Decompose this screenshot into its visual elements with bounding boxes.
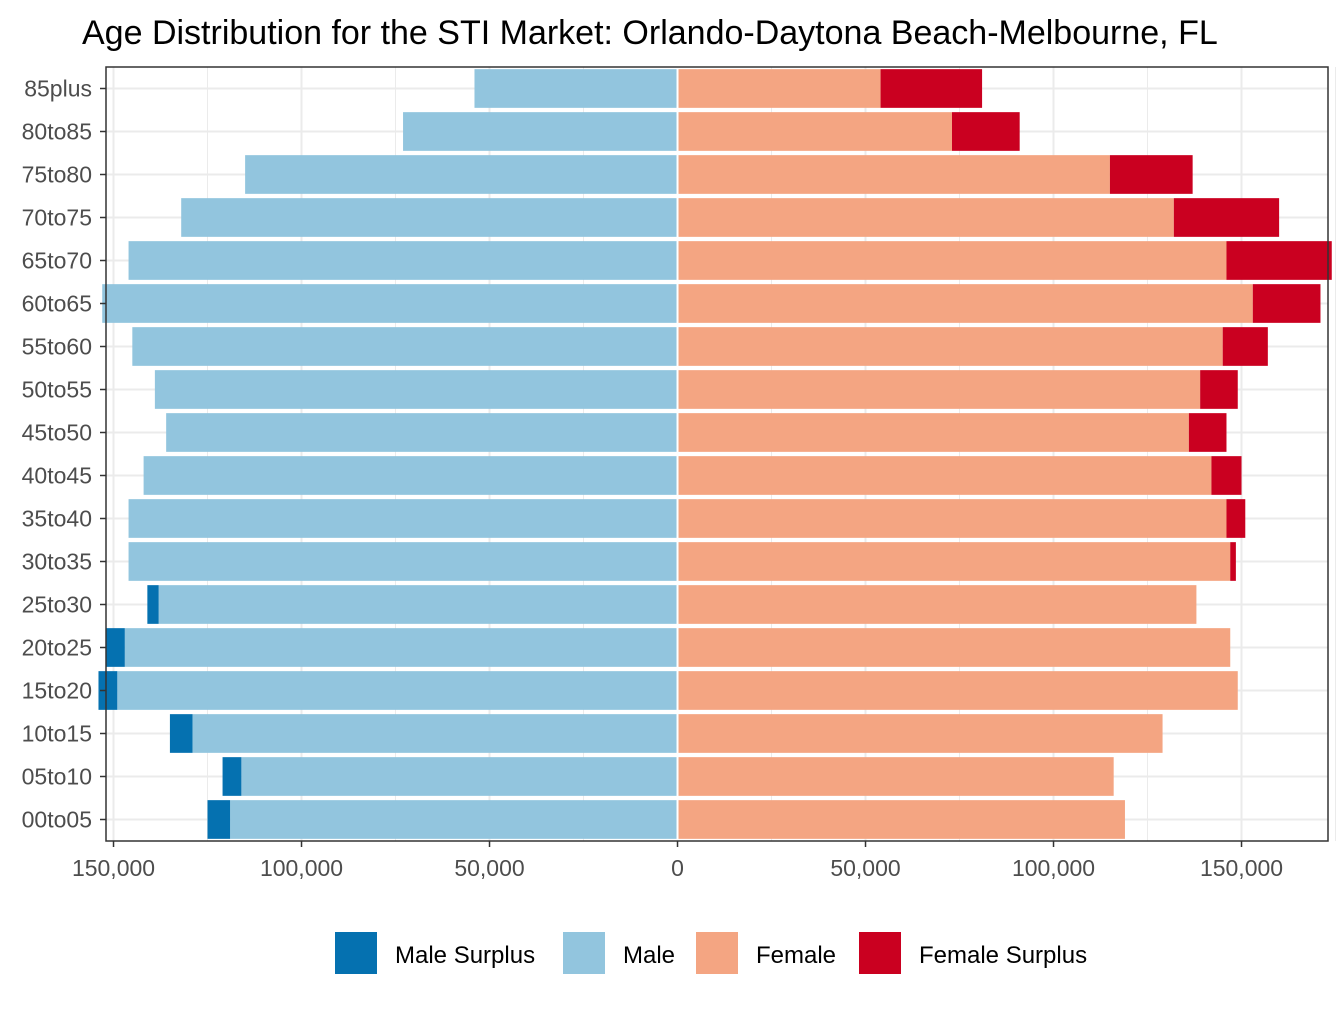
bar-female-40to45: [677, 456, 1212, 495]
y-tick-label-10to15: 10to15: [22, 721, 92, 747]
bar-male-surplus-10to15: [169, 714, 193, 753]
bar-female-surplus-40to45: [1211, 456, 1242, 495]
y-tick-label-50to55: 50to55: [22, 377, 92, 403]
bar-female-50to55: [677, 370, 1201, 409]
plot-panel: [106, 67, 1328, 841]
bar-female-surplus-45to50: [1188, 413, 1227, 452]
x-tick-label: 0: [671, 855, 684, 881]
bar-male-surplus-00to05: [207, 800, 231, 839]
bar-male-70to75: [181, 198, 678, 237]
bar-male-25to30: [158, 585, 678, 624]
x-axis: 150,000 100,000 50,000 0 50,000 100,000 150,00…: [72, 841, 1283, 881]
bar-male-60to65: [102, 284, 678, 323]
y-tick-label-85plus: 85plus: [24, 76, 92, 102]
bar-female-80to85: [677, 112, 952, 151]
y-tick-label-05to10: 05to10: [22, 764, 92, 790]
y-tick-label-75to80: 75to80: [22, 162, 92, 188]
legend-key-female-surplus: [859, 932, 901, 974]
legend-key-male-surplus: [335, 932, 377, 974]
y-tick-label-80to85: 80to85: [22, 119, 92, 145]
y-tick-label-45to50: 45to50: [22, 420, 92, 446]
bar-female-85plus: [677, 69, 881, 108]
y-tick-label-55to60: 55to60: [22, 334, 92, 360]
y-tick-label-30to35: 30to35: [22, 549, 92, 575]
y-tick-label-25to30: 25to30: [22, 592, 92, 618]
bar-female-surplus-30to35: [1230, 542, 1236, 581]
bar-female-surplus-60to65: [1252, 284, 1321, 323]
panel-border: [105, 66, 1329, 842]
y-axis: 00to05 05to10 10to15 15to20 20to25 25to30 30to…: [22, 76, 106, 833]
y-tick-label-70to75: 70to75: [22, 205, 92, 231]
bar-female-surplus-50to55: [1200, 370, 1238, 409]
bar-male-50to55: [154, 370, 678, 409]
bar-male-65to70: [128, 241, 678, 280]
bars: [98, 67, 1332, 841]
bar-male-75to80: [245, 155, 678, 194]
bar-female-surplus-35to40: [1226, 499, 1246, 538]
y-tick-label-00to05: 00to05: [22, 807, 92, 833]
y-tick-label-15to20: 15to20: [22, 678, 92, 704]
bar-male-40to45: [143, 456, 678, 495]
legend-label-female-surplus: Female Surplus: [919, 942, 1087, 969]
bar-female-00to05: [677, 800, 1125, 839]
bar-female-10to15: [677, 714, 1163, 753]
bar-male-85plus: [474, 69, 678, 108]
x-tick-label: 100,000: [260, 855, 343, 881]
legend-label-female: Female: [756, 942, 836, 969]
x-tick-label: 100,000: [1012, 855, 1095, 881]
legend: Male Surplus Male Female Female Surplus: [335, 932, 1087, 974]
bar-female-35to40: [677, 499, 1227, 538]
bar-female-05to10: [677, 757, 1114, 796]
panel-border-rect: [105, 66, 1329, 842]
bar-female-surplus-65to70: [1226, 241, 1332, 280]
bar-male-surplus-15to20: [98, 671, 118, 710]
y-tick-label-20to25: 20to25: [22, 635, 92, 661]
bar-female-75to80: [677, 155, 1110, 194]
bar-female-surplus-75to80: [1109, 155, 1193, 194]
y-tick-label-60to65: 60to65: [22, 291, 92, 317]
bar-female-surplus-70to75: [1173, 198, 1280, 237]
bar-female-surplus-85plus: [880, 69, 983, 108]
bar-male-15to20: [117, 671, 678, 710]
bar-female-surplus-55to60: [1222, 327, 1268, 366]
x-tick-label: 150,000: [1200, 855, 1283, 881]
y-tick-label-40to45: 40to45: [22, 463, 92, 489]
bar-female-25to30: [677, 585, 1197, 624]
chart-title: Age Distribution for the STI Market: Orl…: [82, 14, 1218, 52]
bar-female-surplus-80to85: [952, 112, 1020, 151]
bar-female-30to35: [677, 542, 1231, 581]
bar-female-65to70: [677, 241, 1227, 280]
y-tick-label-65to70: 65to70: [22, 248, 92, 274]
bar-female-15to20: [677, 671, 1238, 710]
plot-background: [106, 67, 1328, 841]
x-tick-label: 50,000: [830, 855, 900, 881]
bar-male-surplus-20to25: [106, 628, 125, 667]
y-tick-label-35to40: 35to40: [22, 506, 92, 532]
x-tick-label: 150,000: [72, 855, 155, 881]
legend-key-female: [696, 932, 738, 974]
bar-female-60to65: [677, 284, 1253, 323]
bar-male-30to35: [128, 542, 678, 581]
bar-female-55to60: [677, 327, 1223, 366]
legend-key-male: [563, 932, 605, 974]
bar-male-20to25: [124, 628, 678, 667]
bar-female-70to75: [677, 198, 1174, 237]
bar-male-10to15: [192, 714, 678, 753]
legend-label-male: Male: [623, 942, 675, 969]
bar-male-80to85: [403, 112, 678, 151]
bar-female-45to50: [677, 413, 1189, 452]
bar-male-35to40: [128, 499, 678, 538]
legend-label-male-surplus: Male Surplus: [395, 942, 535, 969]
bar-male-05to10: [241, 757, 678, 796]
x-tick-label: 50,000: [454, 855, 524, 881]
bar-male-55to60: [132, 327, 678, 366]
bar-female-20to25: [677, 628, 1231, 667]
bar-male-00to05: [230, 800, 678, 839]
bar-male-45to50: [166, 413, 678, 452]
bar-male-surplus-25to30: [147, 585, 159, 624]
bar-male-surplus-05to10: [222, 757, 242, 796]
